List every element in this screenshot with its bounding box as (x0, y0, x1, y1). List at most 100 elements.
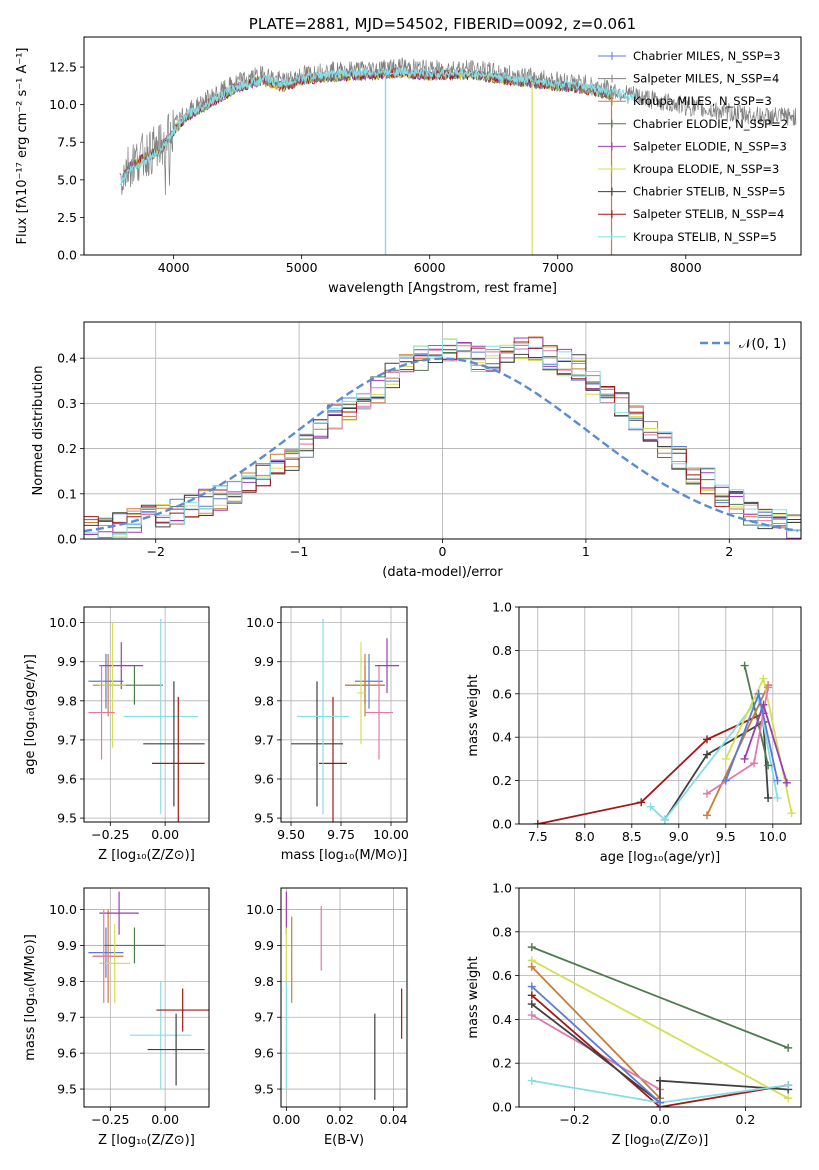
panel-age-vs-Z: −0.25 0.00 9.5 9.6 9.7 9.8 9.9 10.0 Z [log₁₀(Z/Z… (23, 606, 210, 863)
y-tick-label: 7.5 (57, 135, 77, 150)
axes-frame (518, 887, 802, 1108)
y-tick-label: 0.8 (492, 924, 512, 939)
y-tick-label: 1.0 (492, 881, 512, 896)
y-tick-label: 10.0 (49, 615, 77, 630)
y-tick-label: 9.9 (254, 938, 274, 953)
x-tick-label: 10.0 (759, 829, 787, 844)
weight-line-0 (537, 712, 764, 824)
legend-label: Salpeter MILES, N_SSP=4 (633, 72, 779, 86)
weight-marker (784, 1094, 793, 1103)
weight-marker (721, 754, 730, 763)
x-tick-label: 6000 (414, 260, 446, 275)
weight-marker (759, 674, 768, 683)
weight-marker (721, 776, 730, 785)
x-tick-label: 1 (582, 544, 590, 559)
x-tick-label: −0.2 (559, 1112, 589, 1127)
y-tick-label: 10.0 (49, 902, 77, 917)
x-tick-label: 9.0 (669, 829, 689, 844)
x-tick-label: −0.25 (91, 827, 129, 842)
axes-frame (280, 606, 408, 823)
y-axis-label: Flux [fλ10⁻¹⁷ erg cm⁻² s⁻¹ A⁻¹] (15, 48, 30, 245)
x-axis-label: Z [log₁₀(Z/Z⊙)] (612, 1133, 709, 1148)
weight-line-3 (743, 665, 769, 766)
weight-line-1 (531, 959, 789, 1099)
y-tick-label: 0.1 (57, 486, 77, 501)
x-tick-label: 0.04 (380, 1112, 408, 1127)
y-tick-label: 0.2 (492, 1056, 512, 1071)
y-tick-label: 9.6 (254, 772, 274, 787)
x-tick-label: 7000 (542, 260, 574, 275)
weight-marker (787, 809, 796, 818)
y-tick-label: 9.9 (254, 654, 274, 669)
panel-weight-vs-age: 7.5 8.0 8.5 9.0 9.5 10.0 0.0 0.2 0.4 0.6 0.8 1.0 age… (466, 600, 802, 865)
weight-marker (764, 793, 773, 802)
y-tick-label: 9.7 (57, 1010, 77, 1025)
x-axis-label: E(B-V) (324, 1133, 364, 1148)
weight-marker (527, 982, 536, 991)
legend-label: Kroupa STELIB, N_SSP=5 (633, 230, 777, 244)
x-tick-label: 2 (725, 544, 733, 559)
x-tick-label: 0.00 (151, 1112, 179, 1127)
y-tick-label: 0.4 (57, 351, 77, 366)
y-tick-label: 0.6 (492, 686, 512, 701)
x-tick-label: 8.5 (622, 829, 642, 844)
panel-age-vs-mass: 9.50 9.75 10.00 9.5 9.6 9.7 9.8 9.9 10.0 mass [lo… (246, 606, 409, 863)
x-tick-label: 0.02 (326, 1112, 354, 1127)
x-tick-label: 4000 (158, 260, 190, 275)
weight-marker (703, 750, 711, 759)
y-tick-label: 0.8 (492, 643, 512, 658)
x-tick-label: 10.00 (373, 827, 409, 842)
axes-frame (83, 606, 210, 823)
y-tick-label: 9.7 (57, 732, 77, 747)
x-tick-label: 0.00 (151, 827, 179, 842)
axes-frame (83, 887, 210, 1108)
y-tick-label: 0.0 (57, 248, 77, 263)
y-tick-label: 12.5 (49, 60, 77, 75)
y-tick-label: 9.5 (254, 811, 274, 826)
weight-marker (740, 661, 749, 670)
spectrum-lines (119, 57, 797, 255)
y-tick-label: 9.8 (57, 693, 77, 708)
errorbars (88, 618, 205, 822)
observed-spectrum (119, 57, 797, 196)
weight-marker (527, 1000, 536, 1009)
weight-marker (782, 778, 791, 787)
y-tick-label: 9.6 (254, 1046, 274, 1061)
y-tick-label: 0.0 (57, 532, 77, 547)
x-axis-label: Z [log₁₀(Z/Z⊙)] (98, 1133, 195, 1148)
x-tick-label: 0.2 (736, 1112, 756, 1127)
x-tick-label: 9.75 (327, 827, 355, 842)
x-axis-label: (data-model)/error (382, 565, 503, 580)
weight-marker (660, 815, 669, 824)
weight-marker (750, 759, 758, 768)
y-axis-label: Normed distribution (31, 366, 46, 496)
legend-label: Salpeter STELIB, N_SSP=4 (633, 207, 784, 221)
weight-marker (527, 962, 536, 971)
y-tick-label: 0.0 (492, 1100, 512, 1115)
legend-label: 𝒩(0, 1) (739, 337, 786, 352)
y-axis-label: age [log₁₀(age/yr)] (23, 654, 38, 775)
weight-line-2 (649, 695, 779, 822)
weight-line-5 (531, 1003, 789, 1105)
weight-marker (764, 761, 773, 770)
weight-marker (533, 820, 542, 824)
chart-title: PLATE=2881, MJD=54502, FIBERID=0092, z=0… (249, 15, 636, 33)
legend-label: Kroupa ELODIE, N_SSP=3 (633, 162, 779, 176)
errorbars (291, 618, 399, 822)
y-tick-label: 0.3 (57, 396, 77, 411)
weight-line-4 (531, 994, 789, 1107)
normal-curve (84, 357, 799, 533)
x-tick-label: 7.5 (528, 829, 548, 844)
y-tick-label: 9.7 (254, 1010, 274, 1025)
y-tick-label: 1.0 (492, 600, 512, 615)
x-tick-label: 9.50 (277, 827, 305, 842)
legend-label: Chabrier ELODIE, N_SSP=2 (633, 117, 788, 131)
y-axis-label: mass weight (466, 674, 481, 756)
y-tick-label: 0.2 (57, 441, 77, 456)
y-tick-label: 0.4 (492, 1012, 512, 1027)
weight-marker (764, 683, 773, 692)
x-tick-label: 0 (439, 544, 447, 559)
errorbars (88, 891, 209, 1090)
x-tick-label: 5000 (286, 260, 318, 275)
